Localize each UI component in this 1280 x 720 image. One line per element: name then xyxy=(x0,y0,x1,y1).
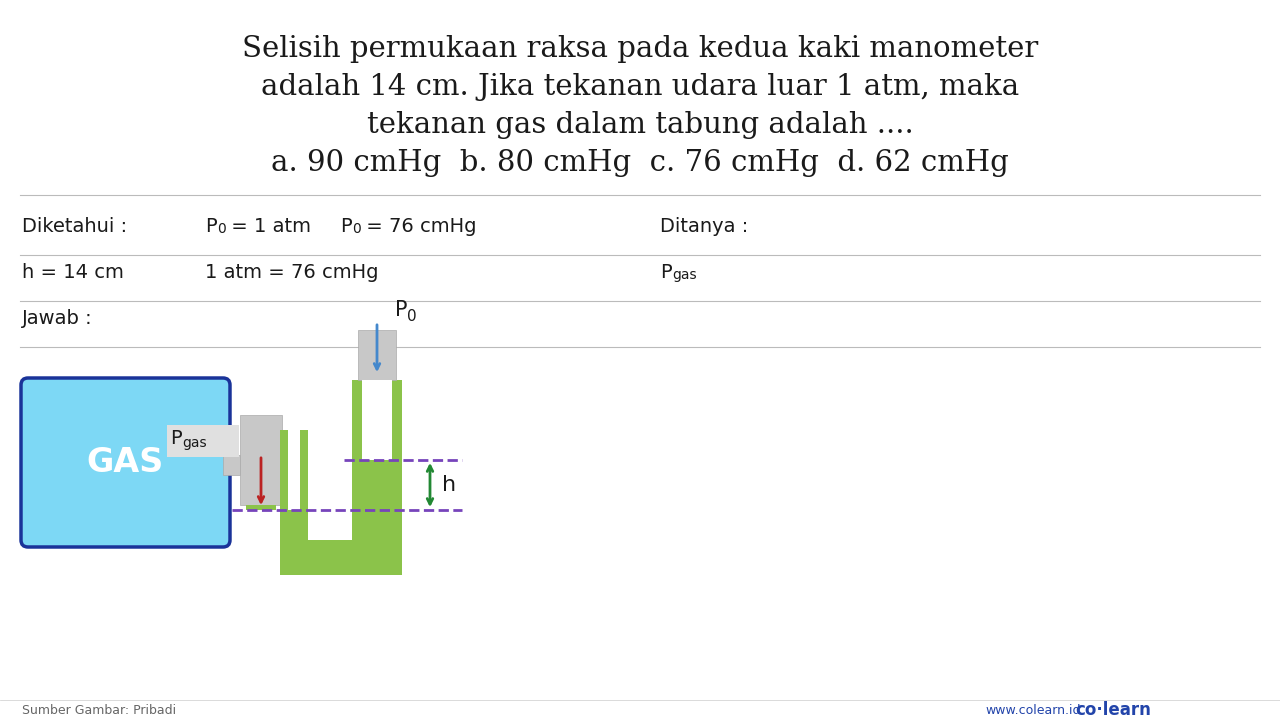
Bar xyxy=(288,510,300,540)
Bar xyxy=(280,540,380,575)
Text: 0: 0 xyxy=(218,222,225,236)
Text: h: h xyxy=(442,475,456,495)
Text: 0: 0 xyxy=(352,222,361,236)
Bar xyxy=(362,380,392,557)
Text: gas: gas xyxy=(672,268,696,282)
Text: Diketahui :: Diketahui : xyxy=(22,217,127,236)
Bar xyxy=(241,415,282,505)
Text: www.colearn.id: www.colearn.id xyxy=(986,703,1080,716)
Text: = 1 atm: = 1 atm xyxy=(225,217,311,236)
Text: co·learn: co·learn xyxy=(1075,701,1151,719)
Bar xyxy=(288,430,300,540)
Bar xyxy=(362,460,392,557)
Text: Sumber Gambar: Pribadi: Sumber Gambar: Pribadi xyxy=(22,703,177,716)
FancyBboxPatch shape xyxy=(20,378,230,547)
Bar xyxy=(223,455,241,475)
Text: P: P xyxy=(170,428,182,448)
Bar xyxy=(166,425,239,457)
Text: P: P xyxy=(660,263,672,282)
Text: Selisih permukaan raksa pada kedua kaki manometer: Selisih permukaan raksa pada kedua kaki … xyxy=(242,35,1038,63)
Text: P: P xyxy=(396,300,407,320)
Text: P: P xyxy=(340,217,352,236)
Bar xyxy=(352,380,402,575)
Bar xyxy=(246,505,276,510)
Text: h = 14 cm: h = 14 cm xyxy=(22,263,124,282)
Text: gas: gas xyxy=(182,436,206,450)
Text: GAS: GAS xyxy=(87,446,164,479)
Text: tekanan gas dalam tabung adalah ....: tekanan gas dalam tabung adalah .... xyxy=(366,111,914,139)
Bar xyxy=(280,430,308,560)
Text: a. 90 cmHg  b. 80 cmHg  c. 76 cmHg  d. 62 cmHg: a. 90 cmHg b. 80 cmHg c. 76 cmHg d. 62 c… xyxy=(271,149,1009,177)
Text: Ditanya :: Ditanya : xyxy=(660,217,749,236)
Text: = 76 cmHg: = 76 cmHg xyxy=(360,217,476,236)
Bar xyxy=(358,330,396,380)
Text: adalah 14 cm. Jika tekanan udara luar 1 atm, maka: adalah 14 cm. Jika tekanan udara luar 1 … xyxy=(261,73,1019,101)
Text: 0: 0 xyxy=(407,309,416,324)
Text: Jawab :: Jawab : xyxy=(22,309,92,328)
Text: 1 atm = 76 cmHg: 1 atm = 76 cmHg xyxy=(205,263,379,282)
Text: P: P xyxy=(205,217,216,236)
